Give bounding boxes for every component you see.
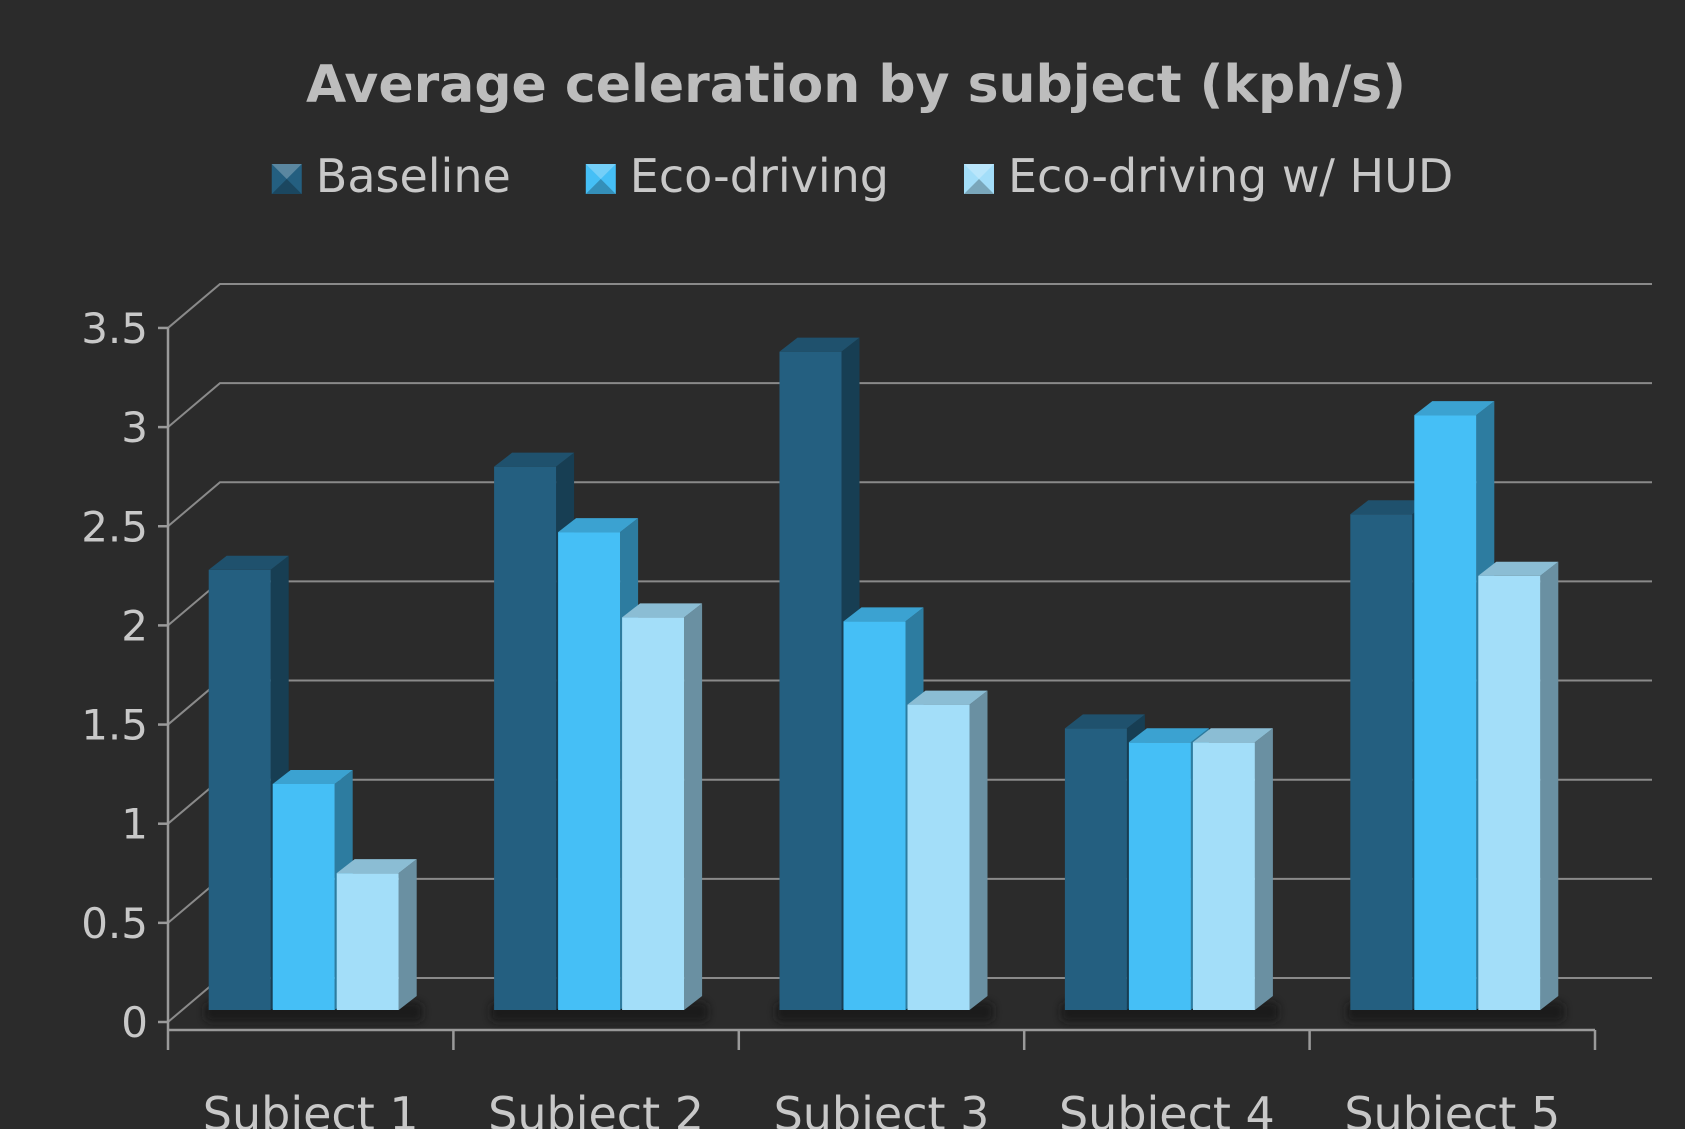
gridline [167,481,1652,528]
x-tick-label: Subject 3 [774,1087,990,1129]
legend-swatch-highlight [271,164,302,179]
bar-top [1478,561,1559,576]
gridline [167,282,1652,329]
bar-side [398,859,417,1010]
bar-top [1350,500,1431,515]
legend-item: Baseline [271,149,511,203]
bar-front [622,617,685,1010]
legend-item: Eco-driving [585,149,889,203]
legend-label: Eco-driving w/ HUD [1008,149,1453,203]
bar-front [1128,742,1191,1010]
bar-front [336,873,399,1010]
bar-side [969,690,988,1010]
bar-top [1192,728,1273,743]
bar-top [1414,401,1495,416]
bar [622,603,703,1010]
bar-top [208,555,289,570]
bar-front [1064,728,1127,1010]
bar-top [272,769,353,784]
legend-swatch-highlight [585,164,616,179]
y-tick-label: 3 [121,403,148,452]
bar-front [907,704,970,1010]
legend-label: Baseline [316,149,511,203]
bar-side [1540,561,1559,1010]
bar-top [336,859,417,874]
bar-top [907,690,988,705]
x-tick-label: Subject 2 [488,1087,704,1129]
bar [907,690,988,1010]
bar-top [1064,714,1145,729]
bar-top [779,337,860,352]
y-axis-ticks: 0 0.5 1 1.5 2 2.5 3 3.5 [81,304,168,1047]
legend: Baseline Eco-driving Eco-driving w/ HUD [271,149,1453,203]
legend-swatch-shade [585,179,616,194]
x-tick-label: Subject 5 [1344,1087,1560,1129]
bar-side [684,603,703,1010]
bar-top [843,607,924,622]
x-tick-label: Subject 4 [1059,1087,1275,1129]
y-tick-label: 0.5 [81,899,148,948]
bar-front [1478,575,1541,1010]
legend-swatch-highlight [963,164,994,179]
bar-front [208,569,271,1010]
legend-swatch-shade [963,179,994,194]
x-tick-label: Subject 1 [203,1087,419,1129]
axes [166,327,1595,1032]
bar-front [1350,514,1413,1010]
bar-side [1254,728,1273,1010]
gridline [167,382,1652,428]
bar-front [494,466,557,1011]
bar [336,859,417,1010]
bar-front [272,783,335,1010]
bar [1478,561,1559,1010]
x-axis-ticks: Subject 1 Subject 2 Subject 3 Subject 4 Subj… [166,1030,1597,1129]
bar-front [1192,742,1255,1010]
bar-top [1128,728,1209,743]
bar [1192,728,1273,1010]
y-tick-label: 3.5 [81,304,148,353]
bar-front [1414,415,1477,1011]
bar-front [843,621,906,1010]
bar-front [558,532,621,1010]
y-tick-label: 1.5 [81,701,148,750]
y-tick-label: 2.5 [81,502,148,551]
legend-swatch-shade [271,179,302,194]
legend-item: Eco-driving w/ HUD [963,149,1453,203]
bar-top [494,452,575,467]
bar-top [622,603,703,618]
y-tick-label: 0 [121,998,148,1047]
y-tick-label: 1 [121,800,148,849]
bars [204,337,1565,1022]
legend-label: Eco-driving [630,149,889,203]
y-tick-label: 2 [121,601,148,650]
bar-top [558,518,639,533]
bar-front [779,351,842,1010]
chart-title: Average celeration by subject (kph/s) [306,55,1406,115]
